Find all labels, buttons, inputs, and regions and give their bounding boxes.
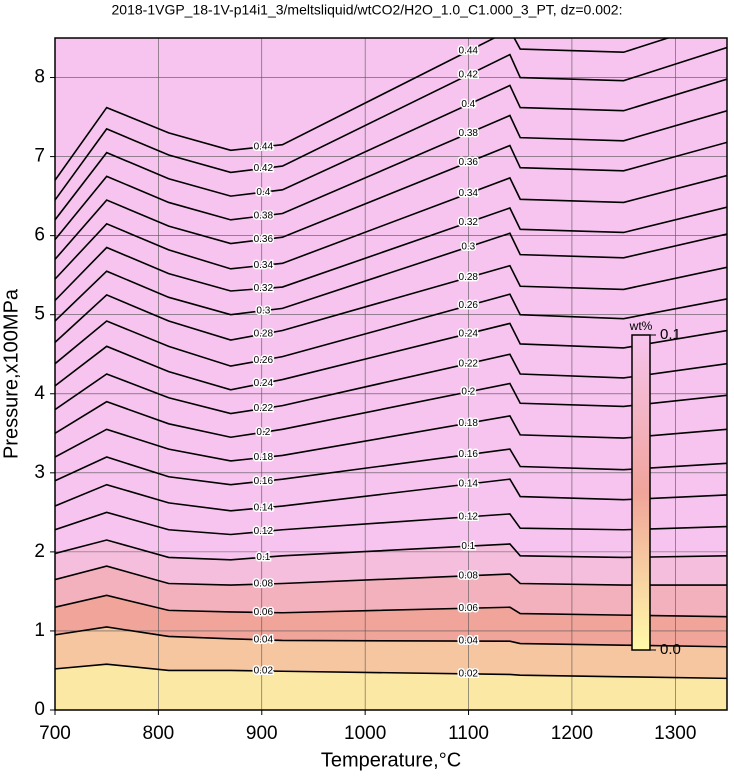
contour-label: 0.1 xyxy=(461,541,475,552)
y-tick-label: 4 xyxy=(34,383,45,404)
contour-label: 0.26 xyxy=(459,300,479,311)
contour-label: 0.42 xyxy=(459,70,479,81)
contour-label: 0.28 xyxy=(254,329,274,340)
contour-line xyxy=(55,478,727,512)
contour-line xyxy=(55,174,727,280)
contour-label: 0.18 xyxy=(459,418,479,429)
contour-label: 0.42 xyxy=(254,163,274,174)
contour-label: 0.44 xyxy=(254,141,274,152)
y-tick-label: 0 xyxy=(34,699,45,720)
contour-label: 0.26 xyxy=(254,355,274,366)
y-tick-label: 6 xyxy=(34,225,45,246)
contour-label: 0.4 xyxy=(256,187,270,198)
contour-label: 0.3 xyxy=(461,242,475,253)
contour-label: 0.06 xyxy=(254,607,274,618)
contour-label: 0.24 xyxy=(459,328,479,339)
contour-line xyxy=(55,415,727,462)
contour-line xyxy=(55,382,727,439)
contour-line xyxy=(55,322,727,391)
x-tick-label: 1100 xyxy=(448,723,489,744)
contour-label: 0.14 xyxy=(459,479,479,490)
contour-label: 0.32 xyxy=(459,217,479,228)
contour-line xyxy=(55,38,671,181)
contour-label: 0.02 xyxy=(254,666,274,677)
x-tick-label: 800 xyxy=(143,723,175,744)
x-tick-label: 700 xyxy=(39,723,71,744)
contour-label: 0.38 xyxy=(459,128,479,139)
chart-title: 2018-1VGP_18-1V-p14i1_3/meltsliquid/wtCO… xyxy=(112,2,623,18)
contour-line xyxy=(55,206,727,302)
contour-line xyxy=(55,46,727,201)
x-axis-label: Temperature,°C xyxy=(321,749,461,771)
colorbar-label: wt% xyxy=(629,319,653,333)
contour-label: 0.28 xyxy=(459,272,479,283)
contour-label: 0.08 xyxy=(254,579,274,590)
y-tick-label: 5 xyxy=(34,304,45,325)
contour-line xyxy=(55,565,727,586)
contour-line xyxy=(55,232,727,322)
contour-line xyxy=(55,78,727,221)
y-tick-label: 7 xyxy=(34,146,45,167)
contour-label: 0.16 xyxy=(459,449,479,460)
contour-label: 0.18 xyxy=(254,452,274,463)
contour-label: 0.36 xyxy=(459,157,479,168)
contour-label: 0.3 xyxy=(256,305,270,316)
x-tick-label: 900 xyxy=(246,723,278,744)
contour-label: 0.32 xyxy=(254,283,274,294)
plot-area: 0.02 0.02 0.04 0.04 0.06 0.06 0.08 0.08 0.1 0.1 0.… xyxy=(55,38,727,710)
contour-label: 0.02 xyxy=(459,668,479,679)
contour-label: 0.14 xyxy=(254,502,274,513)
contour-label: 0.04 xyxy=(459,636,479,647)
contour-line xyxy=(55,539,727,561)
contour-label: 0.24 xyxy=(254,378,274,389)
contour-label: 0.2 xyxy=(461,387,475,398)
y-axis-label: Pressure,x100MPa xyxy=(0,288,22,459)
overlay: 700 800 900 1000 1100 1200 1300012345678wt%0.0… xyxy=(34,37,728,744)
contour-line xyxy=(55,293,727,367)
contour-label: 0.36 xyxy=(254,234,274,245)
plot-frame xyxy=(54,37,728,711)
contour-band xyxy=(55,664,727,710)
contour-label: 0.16 xyxy=(254,476,274,487)
contour-label: 0.34 xyxy=(254,260,274,271)
contour-label: 0.22 xyxy=(459,358,479,369)
y-tick-label: 2 xyxy=(34,541,45,562)
contour-label: 0.2 xyxy=(256,427,270,438)
contour-label: 0.1 xyxy=(256,552,270,563)
colorbar xyxy=(631,334,651,651)
contour-line xyxy=(55,594,727,618)
contour-line xyxy=(55,353,727,415)
x-tick-label: 1300 xyxy=(654,723,696,744)
contour-line xyxy=(55,109,727,241)
contour-line xyxy=(55,626,727,648)
contour-label: 0.44 xyxy=(459,46,479,57)
x-tick-label: 1200 xyxy=(551,723,593,744)
contour-line xyxy=(55,663,727,680)
contour-line xyxy=(55,141,727,260)
contour-label: 0.08 xyxy=(459,570,479,581)
colorbar-tick-label: 0.1 xyxy=(660,326,681,343)
contour-label: 0.4 xyxy=(461,99,475,110)
x-tick-label: 1000 xyxy=(344,723,386,744)
contour-label: 0.06 xyxy=(459,603,479,614)
y-tick-label: 3 xyxy=(34,462,45,483)
contour-label: 0.38 xyxy=(254,210,274,221)
contour-label: 0.12 xyxy=(459,511,479,522)
y-tick-label: 8 xyxy=(34,67,45,88)
contour-label: 0.12 xyxy=(254,526,274,537)
contour-line xyxy=(55,264,727,343)
y-tick-label: 1 xyxy=(34,620,45,641)
contour-line xyxy=(55,511,727,536)
contour-label: 0.22 xyxy=(254,403,274,414)
contour-label: 0.04 xyxy=(254,634,274,645)
contour-line xyxy=(55,448,727,486)
contour-label: 0.34 xyxy=(459,188,479,199)
colorbar-tick-label: 0.0 xyxy=(660,641,681,658)
